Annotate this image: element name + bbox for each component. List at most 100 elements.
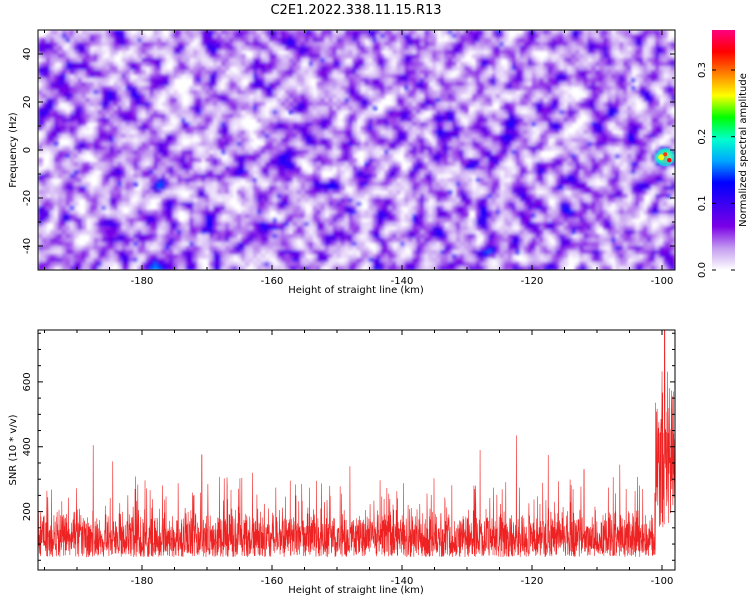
heatmap-cell <box>412 74 417 79</box>
heatmap-cell <box>153 162 159 167</box>
heatmap-cell <box>607 82 612 87</box>
heatmap-cell <box>328 134 334 139</box>
heatmap-cell <box>667 126 672 131</box>
heatmap-cell <box>344 142 350 147</box>
heatmap-cell <box>432 46 437 51</box>
heatmap-cell <box>547 82 553 87</box>
heatmap-cell <box>101 66 107 71</box>
heatmap-cell <box>372 66 378 71</box>
heatmap-cell <box>308 162 314 167</box>
heatmap-cell <box>328 110 334 115</box>
heatmap-cell <box>432 146 437 151</box>
heatmap-cell <box>603 58 608 63</box>
heatmap-cell <box>197 34 202 39</box>
heatmap-cell <box>348 34 354 39</box>
heatmap-cell <box>432 42 437 47</box>
heatmap-cell <box>575 142 581 147</box>
heatmap-cell <box>284 106 290 111</box>
heatmap-cell <box>364 46 370 51</box>
heatmap-cell <box>575 38 581 43</box>
heatmap-cell <box>241 146 246 151</box>
heatmap-cell <box>487 146 493 151</box>
heatmap-cell <box>376 138 381 143</box>
heatmap-cell <box>256 150 262 155</box>
heatmap-cell <box>49 66 55 71</box>
heatmap-cell <box>81 110 87 115</box>
heatmap-cell <box>531 90 537 95</box>
heatmap-cell <box>372 98 378 103</box>
heatmap-cell <box>655 54 660 59</box>
heatmap-cell <box>249 162 254 167</box>
heatmap-cell <box>93 46 99 51</box>
heatmap-cell <box>300 30 306 35</box>
heatmap-cell <box>308 134 314 139</box>
heatmap-cell <box>288 118 294 123</box>
heatmap-cell <box>205 62 210 67</box>
heatmap-cell <box>348 134 354 139</box>
heatmap-cell <box>260 50 266 55</box>
heatmap-cell <box>105 98 111 103</box>
heatmap-cell <box>611 114 616 119</box>
heatmap-cell <box>45 46 51 51</box>
heatmap-cell <box>563 154 569 159</box>
heatmap-cell <box>448 150 453 155</box>
heatmap-cell <box>89 34 95 39</box>
heatmap-cell <box>471 66 477 71</box>
heatmap-cell <box>328 54 334 59</box>
heatmap-cell <box>463 34 469 39</box>
heatmap-cell <box>328 78 334 83</box>
heatmap-cell <box>408 38 413 43</box>
heatmap-cell <box>364 126 370 131</box>
heatmap-cell <box>268 138 274 143</box>
heatmap-cell <box>189 134 194 139</box>
heatmap-cell <box>109 62 115 67</box>
heatmap-cell <box>471 122 477 127</box>
heatmap-cell <box>300 150 306 155</box>
heatmap-cell <box>551 46 557 51</box>
heatmap-cell <box>316 66 322 71</box>
heatmap-cell <box>591 78 596 83</box>
heatmap-cell <box>117 114 123 119</box>
heatmap-cell <box>197 98 202 103</box>
heatmap-cell <box>471 110 477 115</box>
heatmap-cell <box>487 78 493 83</box>
heatmap-cell <box>368 78 374 83</box>
heatmap-cell <box>631 110 636 115</box>
heatmap-cell <box>125 42 131 47</box>
heatmap-cell <box>603 126 608 131</box>
heatmap-cell <box>555 142 561 147</box>
heatmap-cell <box>599 30 604 35</box>
heatmap-cell <box>38 54 43 59</box>
heatmap-cell <box>491 74 497 79</box>
heatmap-cell <box>607 58 612 63</box>
heatmap-cell <box>157 122 163 127</box>
heatmap-cell <box>639 162 644 167</box>
heatmap-cell <box>336 86 342 91</box>
heatmap-cell <box>125 34 131 39</box>
heatmap-cell <box>587 122 592 127</box>
heatmap-cell <box>671 146 675 151</box>
heatmap-cell <box>587 102 592 107</box>
heatmap-cell <box>133 94 139 99</box>
heatmap-cell <box>41 126 47 131</box>
heatmap-cell <box>181 34 186 39</box>
heatmap-cell <box>424 78 429 83</box>
heatmap-cell <box>587 94 592 99</box>
heatmap-cell <box>312 158 318 163</box>
heatmap-cell <box>348 142 354 147</box>
heatmap-cell <box>615 86 620 91</box>
heatmap-cell <box>97 126 103 131</box>
heatmap-cell <box>428 34 433 39</box>
heatmap-cell <box>412 54 417 59</box>
heatmap-cell <box>229 70 234 75</box>
heatmap-cell <box>105 110 111 115</box>
heatmap-cell <box>292 98 298 103</box>
heatmap-cell <box>671 90 675 95</box>
heatmap-cell <box>563 162 569 167</box>
heatmap-cell <box>49 46 55 51</box>
heatmap-cell <box>607 118 612 123</box>
heatmap-cell <box>436 138 441 143</box>
heatmap-cell <box>276 42 282 47</box>
heatmap-cell <box>615 90 620 95</box>
heatmap-cell <box>607 114 612 119</box>
